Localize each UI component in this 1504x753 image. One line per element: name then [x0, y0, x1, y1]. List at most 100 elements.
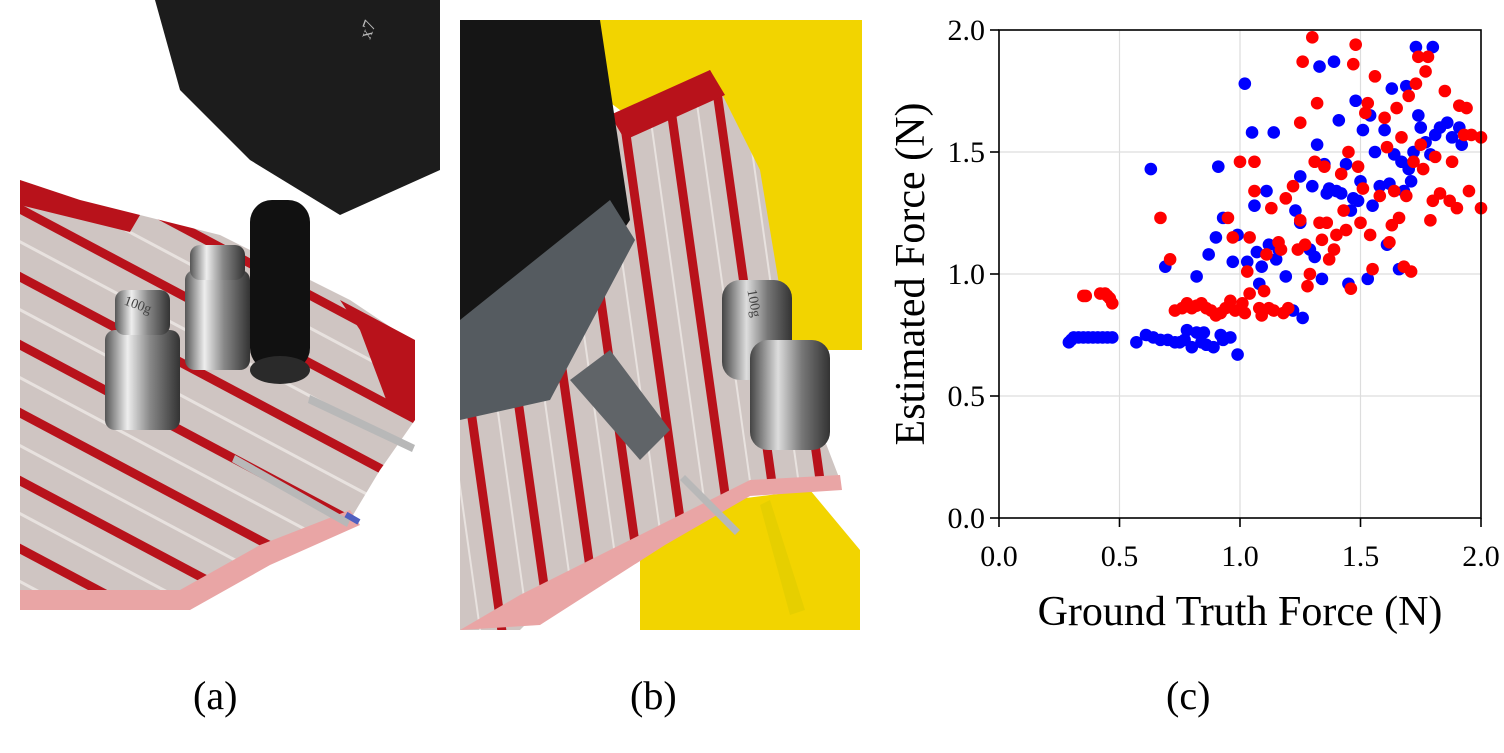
data-point-red — [1315, 233, 1329, 247]
data-point-red — [1310, 96, 1324, 110]
data-point-blue — [1190, 270, 1203, 283]
y-tick-label: 0.0 — [948, 502, 986, 535]
data-point-red — [1380, 140, 1394, 154]
data-point-blue — [1327, 55, 1341, 69]
weight-label-b: 100g — [743, 288, 763, 318]
data-point-red — [1421, 50, 1435, 64]
data-point-red — [1330, 228, 1343, 242]
data-point-red — [1407, 155, 1420, 169]
data-point-red — [1233, 155, 1247, 169]
data-point-blue — [1197, 326, 1211, 339]
data-point-red — [1296, 55, 1309, 69]
data-point-red — [1368, 70, 1382, 83]
data-point-blue — [1245, 126, 1259, 139]
data-point-blue — [1399, 79, 1413, 93]
chart-ticks: 0.0 0.5 1.0 1.5 2.0 0.0 0.5 1.0 1.5 2.0 — [948, 14, 1500, 573]
data-point-blue — [1404, 174, 1418, 188]
gripper-mark-text: x7 — [355, 18, 380, 42]
data-point-red — [1221, 211, 1235, 225]
data-point-blue — [1385, 82, 1399, 95]
data-point-blue — [1209, 231, 1223, 244]
y-axis-label: Estimated Force (N) — [888, 103, 934, 446]
data-point-blue — [1207, 340, 1220, 354]
data-point-red — [1322, 253, 1336, 266]
caption-b: (b) — [630, 673, 677, 718]
data-point-red — [1399, 189, 1413, 203]
data-point-blue — [1313, 60, 1326, 73]
caption-c: (c) — [1166, 673, 1211, 718]
data-point-blue — [1455, 138, 1469, 151]
x-tick-label: 0.0 — [980, 540, 1018, 573]
photo-fabric-on-robot-arm: 100g — [460, 20, 862, 630]
data-point-red — [1339, 223, 1353, 237]
data-point-red — [1416, 162, 1430, 176]
data-point-blue — [1289, 204, 1302, 217]
data-point-red — [1450, 201, 1464, 215]
data-point-red — [1306, 31, 1319, 44]
x-tick-label: 1.5 — [1342, 540, 1380, 573]
data-point-red — [1265, 201, 1278, 215]
data-point-red — [1346, 57, 1360, 71]
data-point-red — [1260, 248, 1273, 261]
data-point-blue — [1255, 260, 1268, 273]
data-point-red — [1105, 296, 1119, 310]
data-point-blue — [1351, 194, 1365, 208]
x-tick-label: 1.0 — [1221, 540, 1259, 573]
data-point-red — [1243, 287, 1256, 300]
data-point-blue — [1269, 253, 1283, 266]
data-point-blue — [1267, 126, 1281, 139]
data-point-red — [1301, 279, 1314, 293]
data-point-blue — [1238, 77, 1252, 90]
data-point-red — [1308, 155, 1322, 169]
data-point-blue — [1185, 340, 1199, 354]
photo-panel-b: 100g — [460, 20, 862, 630]
data-point-red — [1433, 187, 1447, 200]
data-point-red — [1274, 243, 1288, 256]
scatter-chart-panel: 0.0 0.5 1.0 1.5 2.0 0.0 0.5 1.0 1.5 2.0 Ground Tr… — [880, 14, 1500, 640]
data-point-blue — [1409, 40, 1423, 54]
data-point-blue — [1368, 145, 1382, 159]
data-point-red — [1414, 138, 1428, 151]
data-point-red — [1395, 131, 1408, 144]
data-point-red — [1363, 228, 1377, 242]
data-point-blue — [1361, 272, 1375, 286]
x-axis-label: Ground Truth Force (N) — [1038, 589, 1443, 635]
data-point-red — [1293, 214, 1307, 227]
data-point-blue — [1262, 238, 1276, 252]
data-point-blue — [1308, 250, 1322, 264]
data-point-blue — [1248, 199, 1261, 212]
data-point-red — [1462, 184, 1476, 198]
data-point-blue — [1296, 311, 1309, 325]
y-tick-label: 1.0 — [948, 258, 986, 291]
x-tick-label: 0.5 — [1101, 540, 1139, 573]
data-point-blue — [1445, 131, 1459, 144]
data-point-blue — [1130, 336, 1143, 349]
data-point-red — [1318, 160, 1331, 173]
data-point-red — [1293, 116, 1307, 130]
y-tick-label: 0.5 — [948, 380, 986, 413]
data-point-red — [1351, 160, 1365, 173]
data-point-red — [1240, 265, 1254, 278]
data-point-blue — [1339, 157, 1353, 171]
data-point-red — [1279, 192, 1293, 205]
data-point-blue — [1240, 255, 1254, 269]
data-point-red — [1373, 189, 1387, 203]
data-point-blue — [1332, 113, 1346, 127]
data-point-red — [1327, 243, 1341, 256]
data-point-red — [1298, 238, 1312, 252]
data-point-blue — [1231, 348, 1244, 361]
data-point-blue — [1202, 248, 1215, 261]
data-point-red — [1303, 267, 1317, 281]
chart-data-points — [1062, 31, 1488, 361]
data-point-blue — [1260, 184, 1273, 198]
data-point-red — [1424, 214, 1437, 227]
data-point-red — [1428, 150, 1442, 164]
data-point-red — [1361, 96, 1375, 110]
data-point-red — [1378, 111, 1391, 125]
data-point-red — [1356, 182, 1370, 195]
data-point-blue — [1349, 94, 1362, 108]
data-point-red — [1402, 89, 1415, 103]
data-point-blue — [1293, 170, 1307, 183]
data-point-blue — [1378, 123, 1391, 137]
y-tick-label: 2.0 — [948, 20, 986, 47]
